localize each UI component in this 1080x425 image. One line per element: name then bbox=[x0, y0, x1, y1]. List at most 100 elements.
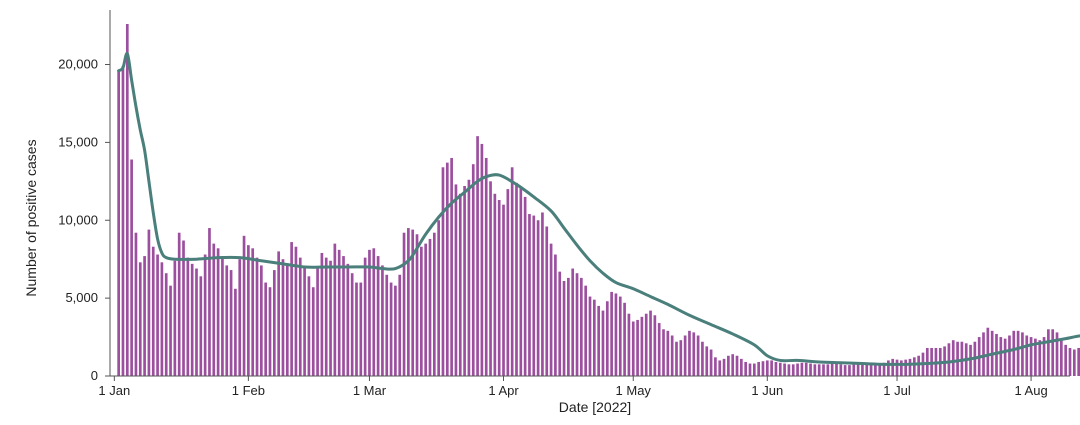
bar bbox=[761, 361, 765, 376]
bar bbox=[480, 143, 484, 376]
bar bbox=[662, 329, 665, 376]
axes bbox=[109, 10, 1070, 377]
bar bbox=[843, 365, 847, 376]
bar bbox=[190, 263, 194, 376]
bar bbox=[277, 251, 280, 376]
x-tick-label: 1 Jan bbox=[98, 383, 130, 398]
bar bbox=[528, 214, 531, 376]
bar bbox=[164, 273, 168, 376]
bar bbox=[666, 330, 670, 376]
bar bbox=[912, 357, 916, 376]
bar bbox=[986, 327, 990, 376]
bar bbox=[705, 346, 709, 376]
bar bbox=[532, 215, 536, 376]
bar bbox=[268, 287, 272, 376]
bar bbox=[294, 246, 298, 376]
bar bbox=[791, 364, 795, 376]
bar bbox=[225, 265, 229, 376]
bar bbox=[778, 362, 782, 376]
bar bbox=[675, 341, 678, 376]
bar bbox=[982, 332, 985, 376]
bar bbox=[346, 263, 350, 376]
bar bbox=[320, 252, 324, 376]
bar bbox=[476, 136, 479, 376]
bar bbox=[203, 254, 207, 376]
bar bbox=[143, 256, 146, 376]
bar bbox=[1047, 329, 1050, 376]
bar bbox=[147, 229, 151, 376]
bar bbox=[1008, 335, 1011, 376]
bar bbox=[1068, 347, 1072, 376]
bar bbox=[337, 249, 341, 376]
bar bbox=[735, 355, 739, 376]
bar bbox=[631, 321, 635, 376]
bar bbox=[887, 360, 890, 376]
bar bbox=[156, 254, 159, 376]
bar bbox=[489, 181, 492, 376]
bar bbox=[549, 243, 553, 376]
bar bbox=[783, 363, 786, 376]
bar bbox=[839, 364, 843, 376]
bar bbox=[255, 257, 259, 376]
y-tick-label: 20,000 bbox=[58, 57, 98, 72]
bar bbox=[1029, 337, 1033, 376]
bar bbox=[592, 299, 596, 376]
bar bbox=[809, 363, 812, 376]
bar bbox=[463, 185, 466, 376]
bar bbox=[160, 262, 164, 376]
bar bbox=[420, 246, 423, 376]
y-tick-label: 5,000 bbox=[65, 290, 98, 305]
bar bbox=[234, 288, 237, 376]
bar bbox=[869, 363, 873, 376]
bar bbox=[562, 281, 566, 376]
bar bbox=[342, 256, 345, 376]
bar bbox=[272, 270, 276, 376]
bar bbox=[247, 245, 250, 376]
bar bbox=[822, 364, 825, 376]
x-tick-label: 1 Apr bbox=[488, 383, 519, 398]
bar bbox=[484, 157, 488, 376]
y-tick-label: 0 bbox=[91, 368, 98, 383]
bar-series bbox=[117, 24, 1080, 377]
bar bbox=[623, 302, 626, 376]
bar bbox=[298, 257, 302, 376]
bar bbox=[740, 358, 743, 376]
bar bbox=[718, 360, 722, 376]
bar bbox=[355, 282, 358, 376]
bar bbox=[649, 310, 652, 376]
bar bbox=[891, 358, 895, 376]
bar bbox=[125, 24, 129, 377]
bar bbox=[251, 248, 255, 376]
bar bbox=[874, 364, 877, 376]
bar bbox=[437, 220, 440, 376]
bar bbox=[956, 341, 959, 376]
bar bbox=[173, 260, 177, 376]
bar bbox=[908, 358, 912, 376]
bar bbox=[445, 162, 449, 376]
bar bbox=[752, 363, 756, 376]
bar bbox=[221, 256, 224, 376]
bar bbox=[567, 277, 570, 376]
bar bbox=[653, 315, 657, 376]
bar bbox=[285, 265, 289, 376]
bar bbox=[199, 276, 203, 376]
bar bbox=[835, 363, 838, 376]
bar bbox=[307, 276, 311, 376]
bar bbox=[804, 362, 808, 376]
bar bbox=[731, 354, 735, 376]
bar bbox=[580, 277, 583, 376]
bar bbox=[744, 361, 748, 376]
bar bbox=[212, 243, 216, 376]
bar bbox=[415, 234, 419, 376]
bar bbox=[848, 365, 851, 376]
bar bbox=[701, 341, 704, 376]
bar bbox=[441, 167, 445, 376]
bar bbox=[610, 291, 613, 376]
bar bbox=[852, 364, 856, 376]
bar bbox=[372, 248, 376, 376]
bar bbox=[817, 364, 821, 376]
x-tick-label: 1 Mar bbox=[353, 383, 387, 398]
bar bbox=[411, 229, 415, 376]
bar bbox=[450, 157, 453, 376]
bar bbox=[878, 363, 882, 376]
